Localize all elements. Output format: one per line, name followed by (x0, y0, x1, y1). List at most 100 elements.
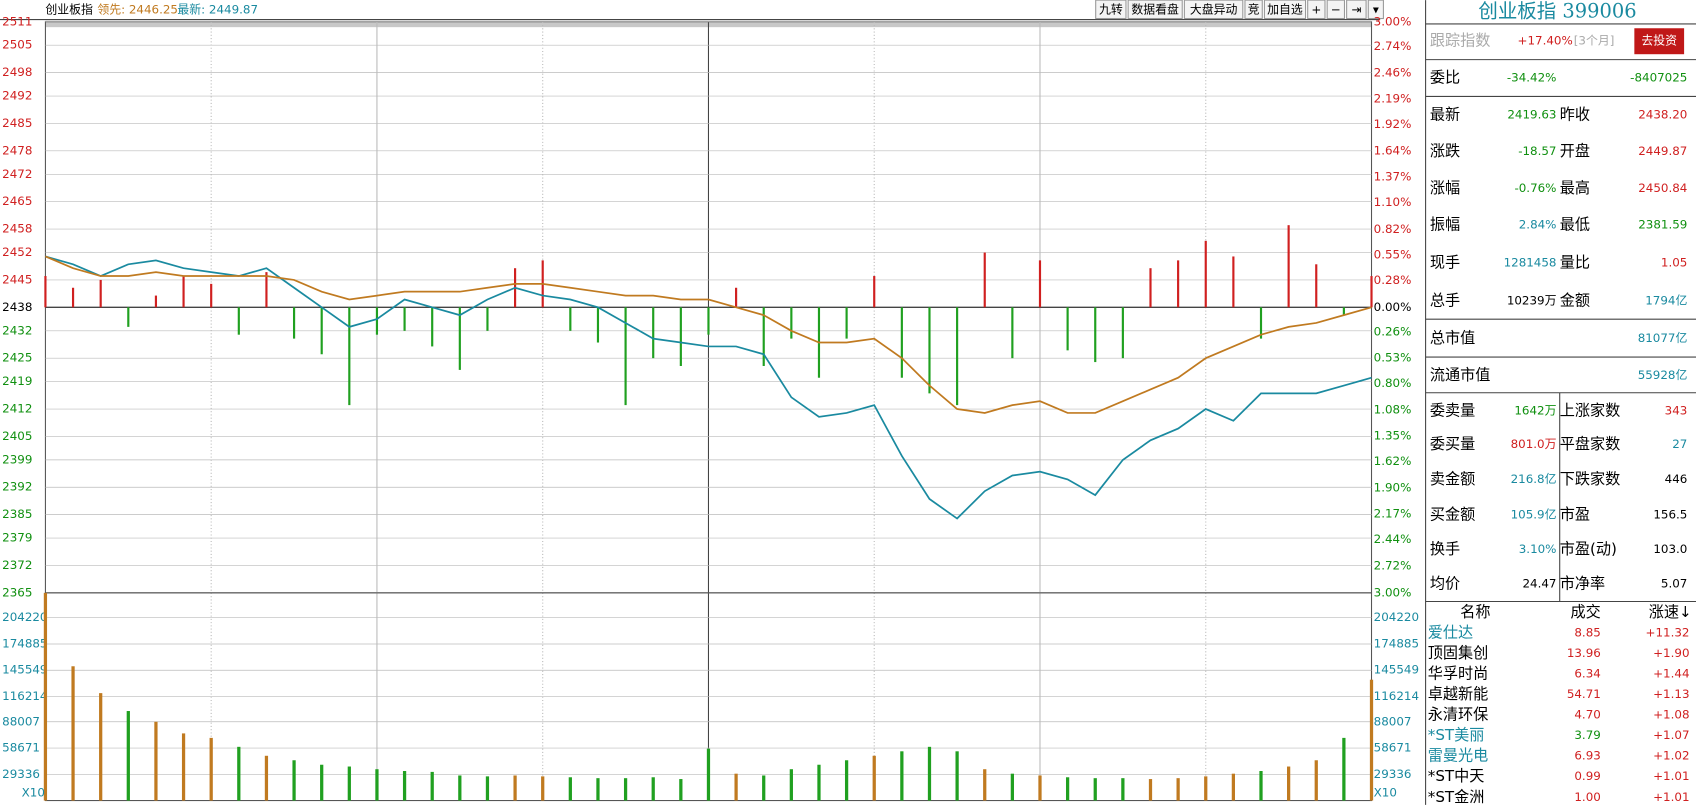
y2-tick-label: 0.00% (1374, 300, 1412, 314)
pressure-bar (1066, 307, 1069, 351)
toolbar-button-label[interactable]: 加自选 (1267, 2, 1303, 16)
toolbar-button[interactable] (1367, 0, 1384, 20)
volume-bar (789, 769, 793, 801)
price-line (45, 255, 1372, 414)
pressure-bar (928, 307, 931, 394)
toolbar-button-label[interactable]: ▾ (1373, 2, 1379, 16)
toolbar-button[interactable] (1183, 0, 1244, 20)
volume-bar (1369, 679, 1374, 801)
volume-bar (651, 777, 655, 801)
volume-bar (71, 666, 75, 801)
toolbar-button[interactable] (1263, 0, 1307, 20)
row-label2: 上涨家数 (1560, 402, 1621, 420)
row-label: 买金额 (1430, 505, 1475, 523)
y-tick-label: 2458 (2, 222, 32, 236)
row-value: -18.57 (1518, 144, 1556, 158)
row-value: 1281458 (1504, 255, 1557, 269)
pressure-bar (707, 307, 710, 335)
volume-bar (1342, 737, 1346, 801)
stock-name[interactable]: *ST美丽 (1428, 726, 1485, 744)
volume-bar (320, 764, 324, 801)
toolbar-button-label[interactable]: 数据看盘 (1131, 2, 1179, 16)
row-value: 105.9亿 (1511, 507, 1557, 521)
invest-button-label[interactable]: 去投资 (1641, 34, 1677, 48)
toolbar-button-label[interactable]: − (1331, 2, 1341, 16)
y2-tick-label: 0.80% (1374, 376, 1412, 390)
row-label2: 市盈 (1560, 505, 1590, 523)
pressure-bar (403, 307, 406, 331)
stock-name[interactable]: 顶固集创 (1428, 644, 1489, 662)
toolbar-button[interactable] (1244, 0, 1263, 20)
pressure-bar (320, 307, 323, 355)
row-label2: 开盘 (1560, 142, 1590, 160)
row-label: 总市值 (1430, 329, 1475, 347)
stock-name[interactable]: 永清环保 (1428, 706, 1489, 724)
toolbar-button[interactable] (1095, 0, 1127, 20)
y2-tick-label: 2.17% (1374, 506, 1412, 520)
pressure-bar (873, 276, 876, 308)
toolbar-button[interactable] (1307, 0, 1326, 20)
stock-price: 1.00 (1574, 790, 1600, 804)
pressure-bar (375, 307, 379, 335)
row-label2: 量比 (1560, 253, 1590, 271)
toolbar-button-label[interactable]: ⇥ (1351, 2, 1361, 16)
volume-bar (292, 760, 296, 801)
row-label: 现手 (1430, 253, 1460, 271)
toolbar-button[interactable] (1326, 0, 1346, 20)
pressure-bar (1149, 268, 1152, 308)
pressure-bar (1121, 307, 1124, 359)
volume-bar (347, 766, 351, 801)
stock-name[interactable]: *ST金洲 (1428, 788, 1485, 805)
stock-name[interactable]: 华孚时尚 (1428, 664, 1489, 682)
volume-bar (1231, 773, 1235, 801)
y2-tick-label: 1.90% (1374, 481, 1412, 495)
stock-name[interactable]: 卓越新能 (1428, 685, 1489, 703)
stock-name[interactable]: 爱仕达 (1428, 623, 1473, 641)
volume-tick-label-right: 88007 (1374, 714, 1412, 728)
list-header: 涨速↓ (1649, 603, 1692, 621)
volume-bar (485, 776, 490, 801)
toolbar-button[interactable] (1127, 0, 1183, 20)
volume-bar (430, 771, 434, 801)
toolbar-button-label[interactable]: + (1311, 2, 1321, 16)
y2-tick-label: 0.26% (1374, 325, 1412, 339)
row-label: 涨跌 (1430, 142, 1460, 160)
row-value: 3.10% (1519, 542, 1557, 556)
volume-bar (734, 773, 738, 801)
pressure-bar (44, 276, 47, 308)
pressure-bar (71, 287, 75, 308)
toolbar-button-label[interactable]: 竞 (1248, 2, 1260, 16)
stock-price: 8.85 (1574, 625, 1600, 639)
track-label: 跟踪指数 (1430, 32, 1491, 50)
stock-speed: +1.13 (1653, 687, 1689, 701)
y-tick-label: 2505 (2, 38, 32, 52)
pressure-bar (735, 287, 738, 308)
stock-price: 13.96 (1567, 646, 1601, 660)
pressure-bar (1177, 260, 1180, 308)
y-tick-label: 2438 (2, 300, 32, 314)
stock-name[interactable]: 雷曼光电 (1428, 747, 1489, 765)
stock-name[interactable]: *ST中天 (1428, 767, 1485, 785)
toolbar-button-label[interactable]: 九转 (1099, 2, 1123, 16)
pressure-bar (900, 307, 903, 378)
toolbar-button-label[interactable]: 大盘异动 (1190, 2, 1238, 16)
row-value2: 2381.59 (1638, 218, 1687, 232)
list-header: 成交 (1571, 603, 1601, 621)
y2-tick-label: 0.82% (1374, 222, 1412, 236)
y2-tick-label: 1.08% (1374, 403, 1412, 417)
stock-speed: +1.01 (1653, 769, 1689, 783)
invest-button[interactable] (1634, 28, 1685, 55)
pressure-bar (1315, 264, 1318, 308)
volume-tick-label-right: 29336 (1374, 767, 1412, 781)
row-label: 委卖量 (1430, 402, 1475, 420)
toolbar-button[interactable] (1346, 0, 1367, 20)
volume-tick-label-right: 116214 (1374, 689, 1419, 703)
volume-tick-label-right: 204220 (1374, 610, 1419, 624)
pressure-bar (1342, 307, 1345, 316)
volume-tick-label: 58671 (2, 741, 40, 755)
volume-bar (955, 751, 959, 801)
row-label: 最新 (1430, 105, 1460, 123)
y2-tick-label: 3.00% (1374, 14, 1412, 28)
row-value2: 27 (1672, 437, 1687, 451)
